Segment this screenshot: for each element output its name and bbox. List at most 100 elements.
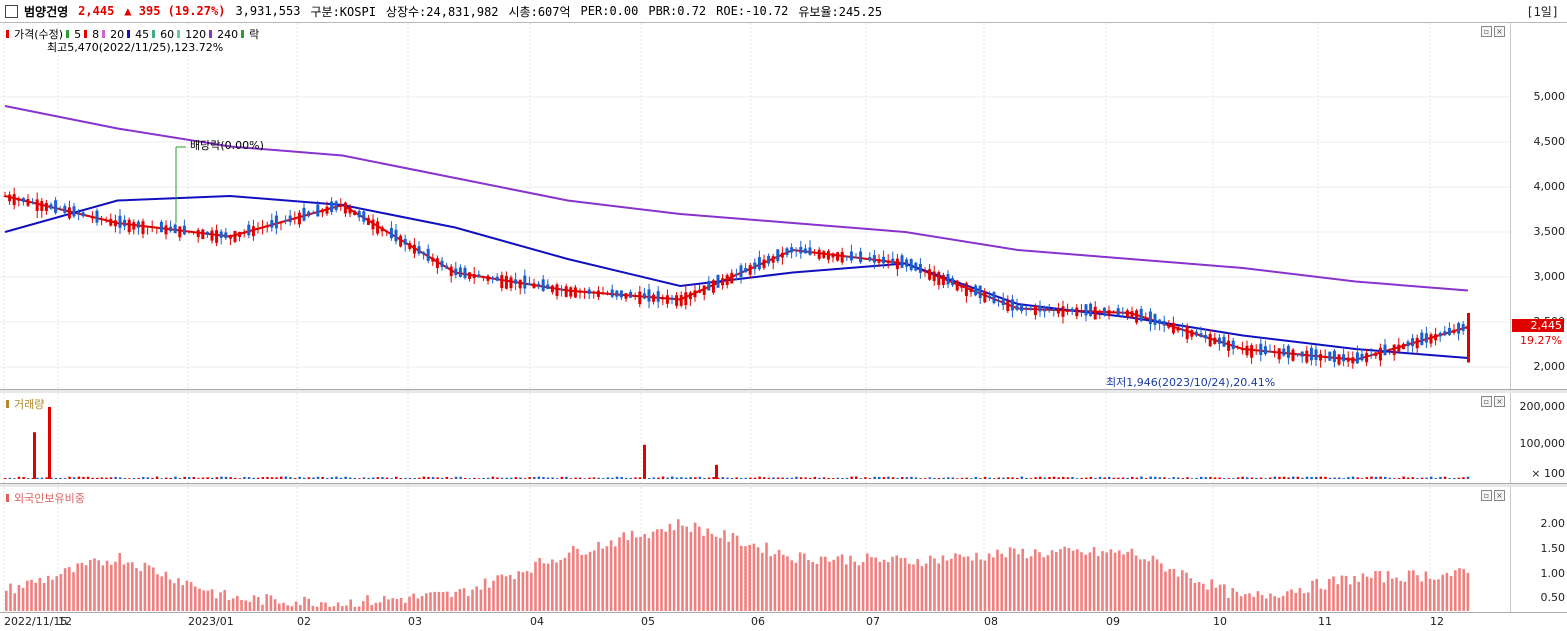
legend-item-2[interactable]: 8 — [92, 27, 100, 41]
volume-bar — [59, 477, 62, 479]
volume-bar — [114, 476, 117, 479]
foreign-bar — [1223, 584, 1226, 611]
x-tick-label: 04 — [530, 615, 544, 628]
minimize-icon[interactable]: ▫ — [1481, 490, 1492, 501]
foreign-bar — [47, 575, 50, 611]
close-icon[interactable]: × — [1494, 396, 1505, 407]
foreign-chart[interactable] — [0, 487, 1510, 612]
legend-item-4[interactable]: 45 — [135, 27, 150, 41]
volume-bar — [261, 477, 265, 479]
close-icon[interactable]: × — [1494, 490, 1505, 501]
volume-bar — [809, 478, 812, 479]
legend-item-1[interactable]: 5 — [74, 27, 82, 41]
foreign-legend[interactable]: 외국인보유비중 — [6, 490, 85, 506]
volume-bar — [1108, 476, 1111, 479]
candle-body — [546, 284, 550, 290]
volume-pane-controls[interactable]: ▫ × — [1481, 396, 1505, 407]
foreign-bar — [576, 548, 579, 611]
foreign-bar — [143, 562, 147, 611]
volume-bar — [247, 477, 251, 479]
candle-body — [569, 287, 573, 297]
price-pane-controls[interactable]: ▫ × — [1481, 26, 1505, 37]
volume-bar — [1420, 477, 1424, 479]
legend-item-3[interactable]: 20 — [110, 27, 125, 41]
volume-bar — [1227, 478, 1231, 479]
foreign-bar — [798, 552, 802, 611]
foreign-bar — [891, 556, 894, 611]
x-tick-label: 05 — [641, 615, 655, 628]
volume-pane[interactable]: 200,000 100,000 × 100 거래량 ▫ × — [0, 393, 1567, 483]
volume-bar — [671, 476, 674, 479]
legend-item-0[interactable]: 가격(수정) — [14, 28, 64, 41]
legend-item-5[interactable]: 60 — [160, 27, 175, 41]
volume-bar — [321, 476, 324, 479]
candle-body — [1199, 333, 1203, 337]
foreign-bar — [681, 525, 684, 611]
candle-body — [785, 248, 789, 256]
select-checkbox[interactable] — [5, 4, 18, 18]
legend-item-6[interactable]: 120 — [185, 27, 207, 41]
foreign-bar — [1424, 571, 1428, 611]
volume-bar — [1186, 477, 1189, 479]
candle-body — [1360, 353, 1364, 361]
volume-bar — [1190, 478, 1194, 479]
foreign-bar — [1134, 555, 1138, 611]
volume-bar — [422, 476, 426, 479]
foreign-bar — [1176, 576, 1180, 611]
close-icon[interactable]: × — [1494, 26, 1505, 37]
minimize-icon[interactable]: ▫ — [1481, 396, 1492, 407]
volume-bar — [1443, 476, 1447, 479]
price-pane[interactable]: 5,000 4,500 4,000 3,500 3,000 2,500 2,00… — [0, 23, 1567, 389]
volume-bar — [786, 477, 789, 479]
candle-body — [1167, 323, 1171, 328]
volume-bar — [583, 478, 587, 479]
candle-body — [1323, 356, 1327, 359]
period-selector[interactable]: [1일] — [1526, 5, 1559, 19]
volume-bar — [86, 476, 90, 479]
volume-bar — [1167, 478, 1171, 479]
volume-bar — [703, 477, 706, 479]
volume-bar — [270, 477, 274, 479]
candle-body — [1332, 350, 1336, 363]
foreign-bar — [1407, 570, 1411, 611]
candle-body — [1438, 332, 1442, 337]
volume-bar — [31, 477, 35, 479]
foreign-bar — [630, 530, 634, 611]
minimize-icon[interactable]: ▫ — [1481, 26, 1492, 37]
foreign-bar — [1084, 554, 1087, 611]
volume-bar — [993, 478, 996, 479]
candle-body — [1406, 341, 1410, 347]
candle-body — [872, 255, 876, 263]
foreign-pane[interactable]: 2.00 1.50 1.00 0.50 외국인보유비중 ▫ × — [0, 487, 1567, 612]
foreign-bar — [26, 580, 29, 611]
candle-body — [1061, 306, 1065, 317]
volume-bar — [694, 477, 697, 479]
foreign-bar — [924, 563, 928, 611]
foreign-bar — [349, 599, 352, 611]
volume-bar — [675, 477, 679, 479]
volume-bar — [40, 477, 44, 479]
volume-bar — [1112, 477, 1116, 479]
candle-body — [711, 280, 715, 293]
foreign-pane-controls[interactable]: ▫ × — [1481, 490, 1505, 501]
volume-bar — [362, 477, 366, 479]
stock-name[interactable]: 범양건영 — [24, 4, 69, 19]
foreign-bar — [282, 602, 285, 611]
legend-item-8[interactable]: 락 — [249, 28, 260, 41]
volume-legend[interactable]: 거래량 — [6, 396, 44, 412]
candle-body — [8, 194, 12, 202]
foreign-bar — [1239, 596, 1243, 611]
foreign-bar — [341, 606, 344, 611]
foreign-bar — [1160, 563, 1163, 611]
legend-item-7[interactable]: 240 — [217, 27, 239, 41]
price-chart[interactable] — [0, 23, 1510, 389]
foreign-bar — [731, 532, 735, 611]
price-legend[interactable]: 가격(수정) 5 8 20 45 60 120 240 락 — [6, 26, 259, 42]
volume-chart[interactable] — [0, 393, 1510, 483]
candle-body — [1342, 354, 1346, 362]
candle-body — [104, 219, 108, 222]
candle-body — [974, 285, 978, 296]
foreign-bar — [357, 606, 361, 611]
candle-body — [1227, 340, 1231, 351]
foreign-bar — [345, 605, 348, 611]
